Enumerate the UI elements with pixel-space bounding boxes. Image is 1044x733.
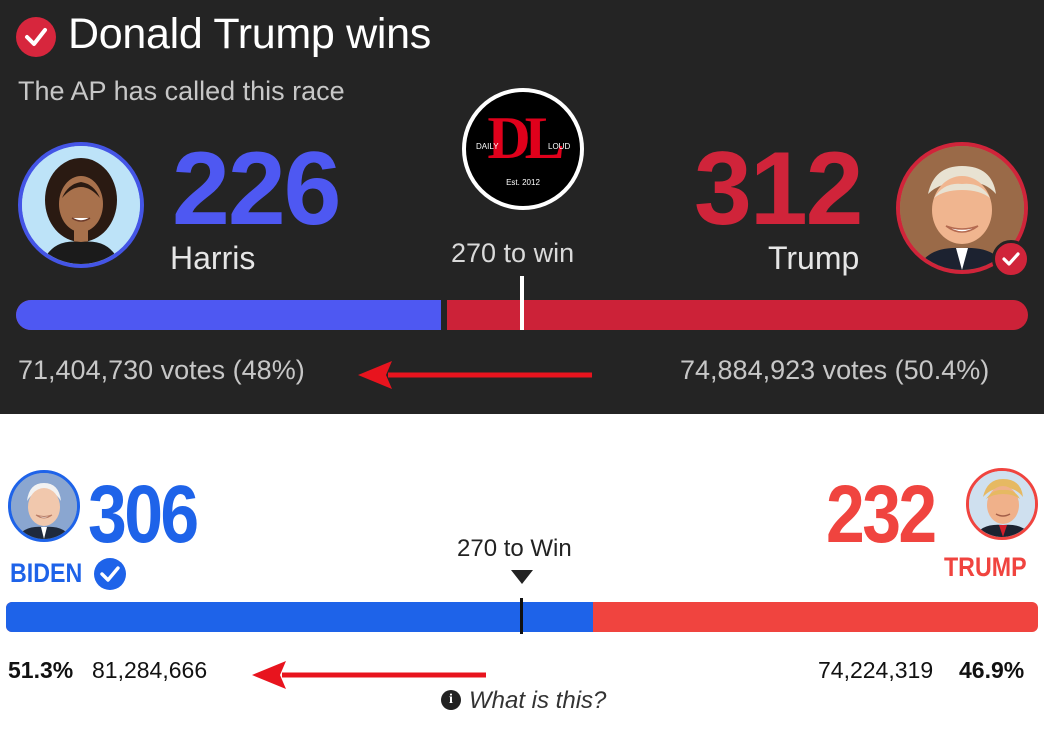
biden-winner-check-icon — [94, 558, 126, 590]
biden-popular-votes: 81,284,666 — [92, 657, 208, 683]
winner-check-icon — [16, 17, 56, 57]
harris-popular-votes: 71,404,730 votes (48%) — [18, 355, 305, 385]
race-status-text: The AP has called this race — [18, 76, 345, 106]
trump-electoral-votes-bottom: 232 — [826, 469, 937, 560]
what-is-this-link[interactable]: What is this? — [469, 687, 607, 714]
threshold-marker — [520, 276, 524, 330]
biden-name: BIDEN — [10, 558, 83, 588]
threshold-label-bottom: 270 to Win — [457, 535, 572, 562]
trump-avatar-bottom — [966, 468, 1038, 540]
biden-electoral-votes: 306 — [88, 469, 199, 560]
trump-electoral-votes: 312 — [694, 131, 864, 247]
harris-avatar — [18, 142, 144, 268]
daily-loud-logo: DL DAILY LOUD Est. 2012 — [462, 88, 584, 210]
race-headline: Donald Trump wins — [68, 10, 431, 58]
annotation-arrow-left — [358, 361, 592, 389]
ap-results-panel: Donald Trump wins The AP has called this… — [0, 0, 1044, 414]
threshold-label: 270 to win — [451, 238, 575, 268]
threshold-marker-bottom — [520, 598, 523, 634]
trump-winner-check-icon — [992, 240, 1030, 278]
biden-avatar — [8, 470, 80, 542]
harris-bar-segment — [16, 300, 441, 330]
trump-popular-votes-bottom: 74,224,319 — [818, 657, 934, 683]
trump-vote-percent: 46.9% — [959, 657, 1025, 683]
threshold-pointer-icon — [511, 570, 533, 584]
bar-divider — [441, 300, 447, 330]
trump-name: Trump — [768, 240, 860, 276]
annotation-arrow-left-bottom — [252, 661, 486, 689]
harris-electoral-votes: 226 — [172, 131, 342, 247]
harris-name: Harris — [170, 240, 256, 276]
trump-name-bottom: TRUMP — [944, 552, 1027, 582]
biden-vote-percent: 51.3% — [8, 657, 74, 683]
trump-popular-votes: 74,884,923 votes (50.4%) — [680, 355, 990, 385]
info-icon[interactable]: i — [441, 690, 461, 710]
biden-bar-segment — [6, 602, 593, 632]
